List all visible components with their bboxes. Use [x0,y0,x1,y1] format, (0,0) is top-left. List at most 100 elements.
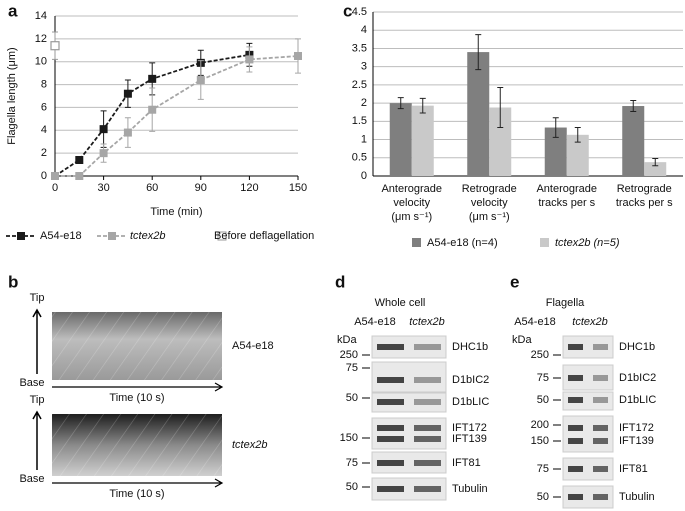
axis-end-label: Base [19,473,44,485]
data-point [123,128,132,137]
panel-label: a [8,1,18,20]
data-point [294,52,302,60]
band [414,436,441,442]
band-label: IFT139 [452,433,487,445]
band-label: IFT172 [452,422,487,434]
marker-label: 50 [346,392,358,404]
axis-end-label: Base [19,377,44,389]
band [593,438,608,444]
band [593,494,608,500]
bar [622,106,645,176]
marker-label: 50 [346,481,358,493]
x-tick-label: (μm s⁻¹) [391,211,432,223]
band [568,375,583,381]
error-bar [497,86,504,129]
error-bar [552,117,559,138]
y-tick-label: 3 [361,61,367,73]
band [593,344,608,350]
band [377,399,404,405]
panel-title: Whole cell [375,297,426,309]
blot [371,392,447,413]
legend-label: tctex2b (n=5) [555,237,620,249]
band [414,377,441,383]
x-tick-label: 0 [52,182,58,194]
y-tick-label: 3.5 [352,42,367,54]
legend-label: tctex2b [130,230,165,242]
marker-label: 250 [531,349,549,361]
data-point [99,125,108,134]
y-tick-label: 2.5 [352,79,367,91]
bar [489,107,512,176]
legend-swatch [412,238,421,247]
legend-marker [217,231,227,241]
kymograph-tracks [52,312,222,380]
bar [544,127,567,176]
band [568,494,583,500]
blot [562,335,614,359]
error-bar [397,97,404,110]
band [377,486,404,492]
y-tick-label: 4 [361,24,367,36]
band [593,397,608,403]
legend-label: A54-e18 [40,230,82,242]
error-bar [574,127,581,143]
band [568,438,583,444]
marker-label: 75 [537,463,549,475]
kymograph-tracks [52,414,222,476]
x-tick-label: tracks per s [538,197,595,209]
band-label: IFT81 [452,457,481,469]
kymographs [52,312,222,476]
arrow [52,382,224,392]
band-label: Tubulin [619,491,655,503]
band [377,344,404,350]
axis-label: Time (10 s) [109,488,164,500]
x-tick-label: 120 [240,182,258,194]
unit-label: kDa [512,334,532,346]
data-point [50,41,60,51]
y-tick-label: 8 [41,78,47,90]
y-tick-label: 2 [41,147,47,159]
series-line [55,55,299,177]
marker-label: 75 [537,372,549,384]
x-tick-label: 90 [195,182,207,194]
x-tick-label: velocity [393,197,430,209]
band [568,466,583,472]
strain-label: tctex2b [232,439,267,451]
x-tick-label: tracks per s [616,197,673,209]
y-tick-label: 14 [35,10,47,22]
marker-label: 50 [537,491,549,503]
band-label: D1bLIC [619,394,656,406]
blot [562,415,614,453]
x-tick-label: 150 [289,182,307,194]
x-tick-label: Retrograde [617,183,672,195]
y-tick-label: 4 [41,124,47,136]
band [593,466,608,472]
panel-label: d [335,272,345,291]
band [568,397,583,403]
y-tick-label: 10 [35,56,47,68]
band-label: IFT139 [619,435,654,447]
band-label: DHC1b [452,341,488,353]
blot [371,451,447,474]
band [377,425,404,431]
y-tick-label: 1.5 [352,115,367,127]
marker-label: 200 [531,419,549,431]
marker-label: 150 [531,435,549,447]
marker-label: 150 [340,432,358,444]
panel-label: c [343,1,352,20]
blot [371,417,447,450]
arrow [32,410,42,470]
y-tick-label: 6 [41,101,47,113]
x-tick-label: 30 [97,182,109,194]
bar [644,162,667,176]
error-bar [652,158,659,167]
band-label: D1bIC2 [452,374,489,386]
x-tick-label: velocity [471,197,508,209]
bar [566,134,589,176]
unit-label: kDa [337,334,357,346]
panel-label: e [510,272,519,291]
data-point [196,76,205,84]
axis-label: Time (10 s) [109,392,164,404]
blot [562,485,614,509]
